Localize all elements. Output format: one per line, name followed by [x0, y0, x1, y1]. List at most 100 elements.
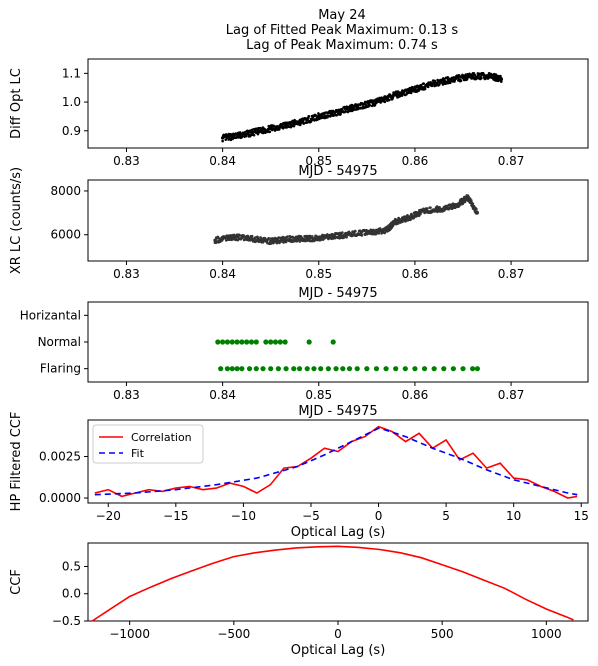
state-point — [296, 366, 303, 372]
data-point — [213, 238, 217, 242]
data-point — [341, 231, 344, 234]
data-point — [456, 202, 460, 206]
data-point — [317, 114, 321, 119]
x-tick-label: 5 — [442, 509, 450, 523]
state-point — [412, 366, 418, 372]
data-point — [278, 124, 282, 129]
state-point — [441, 366, 447, 372]
data-point — [277, 128, 281, 131]
y-axis-label: HP Filtered CCF — [9, 412, 24, 512]
data-point — [365, 230, 369, 235]
data-point — [368, 104, 372, 107]
state-point — [346, 366, 353, 372]
x-tick-label: 0.87 — [498, 267, 525, 281]
x-axis-label: Optical Lag (s) — [291, 525, 386, 540]
data-point — [422, 82, 425, 85]
state-point — [393, 366, 399, 372]
data-point — [490, 74, 494, 78]
y-axis-label: XR LC (counts/s) — [9, 167, 24, 274]
data-point — [448, 81, 452, 85]
light-curve-points — [221, 71, 504, 143]
y-tick-label: 6000 — [50, 228, 81, 242]
state-point — [311, 366, 317, 372]
data-point — [426, 85, 430, 89]
state-point — [283, 366, 289, 372]
state-point — [224, 366, 231, 372]
ccf-line — [91, 545, 574, 622]
x-tick-label: 15 — [574, 509, 589, 523]
state-point — [268, 366, 274, 372]
data-point — [383, 100, 387, 104]
legend-label: Fit — [131, 447, 145, 460]
data-point — [335, 113, 338, 117]
x-tick-label: 0.84 — [209, 388, 236, 402]
legend: Correlation Fit — [92, 424, 204, 464]
y-axis-label: Diff Opt LC — [9, 68, 24, 139]
data-point — [451, 77, 455, 81]
data-point — [267, 237, 271, 241]
legend-label: Correlation — [131, 431, 192, 444]
y-tick-label: 8000 — [50, 184, 81, 198]
data-point — [442, 206, 446, 211]
state-point — [306, 339, 312, 345]
data-point — [391, 96, 395, 99]
data-point — [397, 222, 400, 225]
state-point — [229, 366, 235, 372]
plot-frame — [87, 419, 589, 504]
y-tick-label: −0.5 — [52, 614, 81, 628]
data-point — [471, 74, 475, 78]
fit-line — [94, 427, 578, 496]
y-tick-label: 0.0000 — [39, 491, 81, 505]
data-point — [221, 136, 225, 140]
data-point — [416, 84, 419, 88]
state-point — [402, 366, 408, 372]
state-point — [263, 339, 269, 345]
y-category-label: Normal — [38, 335, 81, 349]
state-point — [229, 339, 235, 345]
data-point — [307, 114, 311, 118]
state-point — [318, 366, 324, 372]
data-point — [284, 240, 288, 244]
y-tick-label: 1.0 — [62, 95, 81, 109]
state-point — [282, 339, 288, 345]
data-point — [426, 207, 429, 210]
state-point — [373, 366, 380, 372]
data-point — [471, 202, 475, 206]
data-point — [475, 207, 478, 211]
ccf-panel: −1000 −500 0 500 1000 −0.5 0.0 0.5 CCF Optical La… — [9, 542, 589, 658]
data-point — [499, 80, 503, 83]
data-point — [250, 234, 254, 238]
figure-title-line-2: Lag of Fitted Peak Maximum: 0.13 s — [226, 23, 459, 38]
x-tick-label: 0 — [334, 627, 342, 641]
state-point — [253, 339, 259, 345]
data-point — [230, 235, 234, 239]
data-point — [475, 211, 480, 215]
panel-title: MJD - 54975 — [298, 286, 377, 301]
data-point — [252, 133, 256, 137]
data-point — [224, 138, 228, 141]
y-tick-label: 0.0025 — [39, 450, 81, 464]
state-point — [340, 366, 346, 372]
data-point — [269, 242, 272, 246]
state-point — [234, 339, 240, 345]
state-point — [260, 366, 266, 372]
data-point — [227, 138, 230, 141]
data-point — [383, 231, 386, 235]
x-tick-label: 500 — [431, 627, 454, 641]
data-point — [384, 228, 388, 232]
x-tick-label: 0.83 — [113, 267, 140, 281]
state-point — [277, 339, 283, 345]
data-point — [326, 233, 329, 236]
data-point — [413, 87, 417, 91]
x-tick-label: −1000 — [109, 627, 150, 641]
correlation-line — [94, 425, 578, 499]
data-point — [292, 124, 296, 128]
state-point — [325, 366, 331, 372]
data-point — [286, 235, 290, 238]
state-point — [291, 366, 297, 372]
data-point — [387, 98, 391, 102]
x-axis-label: Optical Lag (s) — [291, 643, 386, 658]
data-point — [231, 137, 235, 141]
data-point — [236, 238, 240, 242]
